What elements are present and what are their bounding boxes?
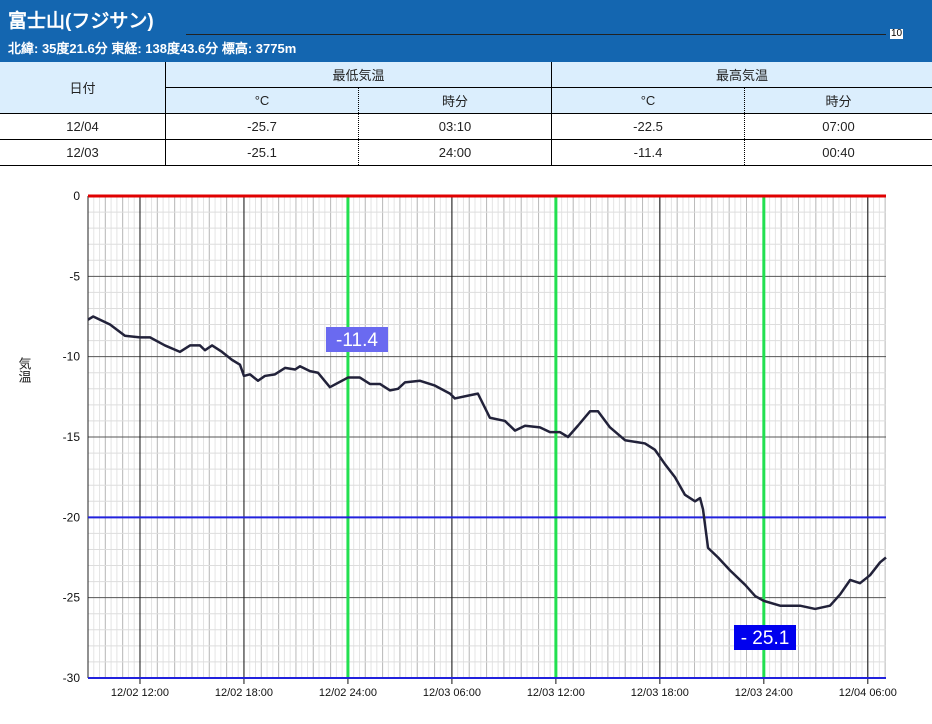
y-tick-label: -15 [63,430,81,444]
temperature-table: 日付 最低気温 最高気温 °C 時分 °C 時分 12/04 -25.7 03:… [0,62,932,166]
temperature-line [87,315,887,611]
x-tick-label: 12/03 06:00 [423,687,481,699]
x-tick-label: 12/04 06:00 [839,687,897,699]
y-tick-label: -20 [63,510,81,524]
x-tick-label: 12/02 24:00 [319,687,377,699]
temperature-chart: 0 -5 -10 -15 -20 -25 -30 12/02 12:00 12/02 18:00… [17,189,897,699]
y-tick-label: -25 [63,591,81,605]
max-time-header: 時分 [744,87,932,114]
date-header: 日付 [0,62,166,114]
value-label: - 25.1 [741,628,790,649]
min-temp-header: 最低気温 [165,62,552,88]
stray-tick-label: 10 [890,28,904,39]
station-title: 富士山(フジサン) [8,11,154,32]
min-time-header: 時分 [358,87,552,114]
min-c-header: °C [165,87,359,114]
value-label-box [326,327,388,352]
x-tick-label: 12/03 12:00 [527,687,585,699]
x-tick-label: 12/03 24:00 [735,687,793,699]
value-label-box [734,625,796,650]
y-tick-label: -5 [69,269,80,283]
station-header: 富士山(フジサン) 10 北緯: 35度21.6分 東経: 138度43.6分 … [0,0,932,62]
table-row: 12/04 -25.7 03:10 -22.5 07:00 [0,113,932,140]
cell-date: 12/03 [0,139,166,166]
cell-max-c: -11.4 [551,139,745,166]
cell-min-c: -25.1 [165,139,359,166]
cell-max-time: 07:00 [744,113,932,140]
y-axis-label: 気温 [17,356,32,383]
x-tick-label: 12/02 12:00 [111,687,169,699]
cell-min-time: 24:00 [358,139,552,166]
station-coordinates: 北緯: 35度21.6分 東経: 138度43.6分 標高: 3775m [8,41,297,56]
x-tick-label: 12/03 18:00 [631,687,689,699]
cell-min-c: -25.7 [165,113,359,140]
y-tick-label: -10 [63,350,81,364]
y-tick-label: 0 [73,189,80,203]
max-c-header: °C [551,87,745,114]
x-tick-label: 12/02 18:00 [215,687,273,699]
cell-max-c: -22.5 [551,113,745,140]
y-tick-label: -30 [63,671,81,685]
max-temp-header: 最高気温 [551,62,932,88]
cell-date: 12/04 [0,113,166,140]
cell-min-time: 03:10 [358,113,552,140]
stray-axis-line [186,34,886,35]
value-label: -11.4 [336,330,378,351]
cell-max-time: 00:40 [744,139,932,166]
table-row: 12/03 -25.1 24:00 -11.4 00:40 [0,139,932,166]
